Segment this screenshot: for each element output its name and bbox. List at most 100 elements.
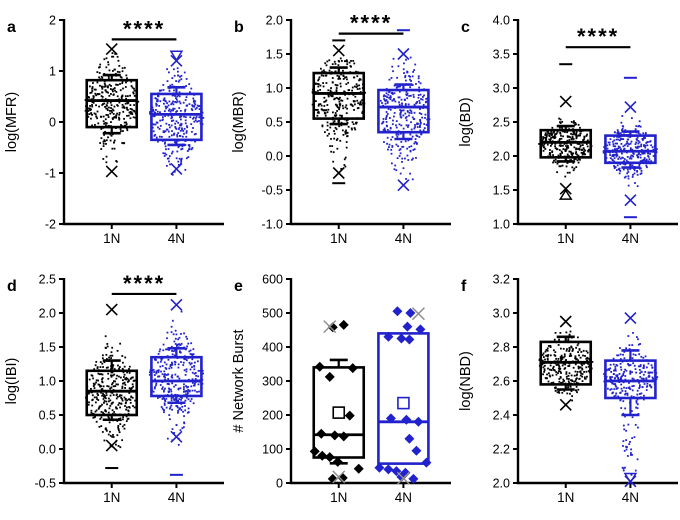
- scatter-point: [154, 358, 157, 361]
- x-tick-label: 1N: [103, 490, 120, 505]
- scatter-point: [159, 100, 162, 103]
- scatter-point: [351, 121, 354, 124]
- scatter-point: [341, 114, 343, 117]
- scatter-point: [622, 428, 625, 431]
- scatter-point: [409, 86, 412, 89]
- scatter-point: [103, 439, 106, 442]
- scatter-point: [621, 445, 624, 447]
- scatter-point: [562, 380, 565, 382]
- scatter-point: [165, 105, 167, 108]
- scatter-point: [171, 115, 173, 117]
- scatter-point: [548, 151, 551, 154]
- scatter-point: [355, 70, 357, 73]
- scatter-point: [180, 333, 183, 335]
- scatter-point: [577, 161, 580, 164]
- scatter-point: [107, 63, 110, 66]
- scatter-point: [651, 377, 654, 380]
- scatter-point: [648, 153, 651, 155]
- scatter-point: [91, 103, 94, 106]
- scatter-point: [106, 343, 109, 345]
- y-tick-label: 600: [262, 272, 283, 286]
- scatter-point: [348, 89, 351, 92]
- scatter-point: [570, 346, 573, 349]
- scatter-point: [121, 399, 124, 402]
- scatter-point: [615, 147, 618, 150]
- scatter-point: [585, 375, 588, 378]
- scatter-point: [385, 116, 388, 119]
- scatter-point: [91, 105, 94, 108]
- scatter-point: [402, 145, 405, 148]
- scatter-point: [166, 337, 169, 340]
- scatter-point: [631, 362, 634, 365]
- scatter-point: [167, 358, 170, 361]
- scatter-point: [616, 164, 619, 167]
- scatter-point: [574, 370, 577, 373]
- scatter-point: [357, 107, 360, 109]
- scatter-point: [105, 113, 108, 116]
- scatter-point: [418, 126, 421, 129]
- scatter-point: [616, 375, 618, 378]
- scatter-point: [397, 85, 400, 88]
- scatter-point: [113, 436, 115, 438]
- scatter-point: [578, 348, 581, 350]
- scatter-point: [622, 440, 624, 443]
- scatter-point: [103, 134, 106, 136]
- panel-c: c log(BD) 4.0 3.5 3.0 2.5 2.0 1.5 1.0 1N 4N ****: [453, 2, 680, 261]
- y-tick-label: 2.0: [39, 306, 56, 320]
- scatter-point: [198, 105, 201, 108]
- scatter-point: [637, 145, 640, 148]
- scatter-point: [188, 103, 191, 105]
- scatter-point: [576, 359, 579, 362]
- scatter-point: [388, 78, 391, 81]
- scatter-point: [619, 358, 622, 360]
- scatter-point: [602, 150, 605, 153]
- scatter-point: [164, 141, 167, 144]
- scatter-point: [159, 348, 162, 351]
- scatter-point: [129, 398, 131, 401]
- scatter-point: [163, 411, 166, 414]
- scatter-point: [341, 129, 344, 132]
- scatter-point: [183, 383, 186, 386]
- scatter-point: [616, 131, 619, 133]
- scatter-point: [107, 345, 109, 348]
- scatter-point: [326, 60, 329, 63]
- scatter-point: [164, 404, 166, 406]
- scatter-point: [185, 368, 188, 371]
- scatter-point: [643, 137, 646, 139]
- scatter-point: [102, 377, 104, 380]
- scatter-point: [173, 89, 176, 92]
- scatter-point: [333, 137, 336, 140]
- scatter-point: [398, 103, 401, 106]
- scatter-point: [637, 153, 639, 156]
- scatter-point: [565, 373, 567, 375]
- scatter-point: [639, 160, 642, 163]
- scatter-point: [163, 390, 166, 393]
- scatter-point: [94, 123, 97, 126]
- scatter-point: [616, 395, 619, 398]
- scatter-point: [401, 109, 404, 112]
- box: [377, 332, 430, 465]
- scatter-point: [562, 362, 565, 365]
- scatter-point: [620, 152, 623, 155]
- scatter-point: [634, 146, 637, 149]
- scatter-point: [173, 398, 176, 400]
- scatter-point: [565, 148, 568, 151]
- x-tick-label: 4N: [621, 490, 638, 505]
- scatter-point: [333, 120, 336, 122]
- y-tick-label: 1.0: [266, 81, 283, 95]
- scatter-point: [629, 372, 631, 375]
- scatter-point: [101, 104, 104, 106]
- scatter-point: [125, 81, 128, 84]
- scatter-point: [408, 146, 411, 148]
- scatter-point: [124, 387, 127, 389]
- scatter-point: [166, 406, 168, 409]
- scatter-point: [116, 374, 119, 377]
- scatter-point: [361, 99, 364, 101]
- scatter-point: [551, 154, 554, 156]
- scatter-point: [556, 130, 559, 133]
- scatter-point: [391, 145, 394, 147]
- scatter-point: [334, 63, 337, 65]
- scatter-point: [193, 99, 196, 102]
- scatter-point: [400, 124, 403, 127]
